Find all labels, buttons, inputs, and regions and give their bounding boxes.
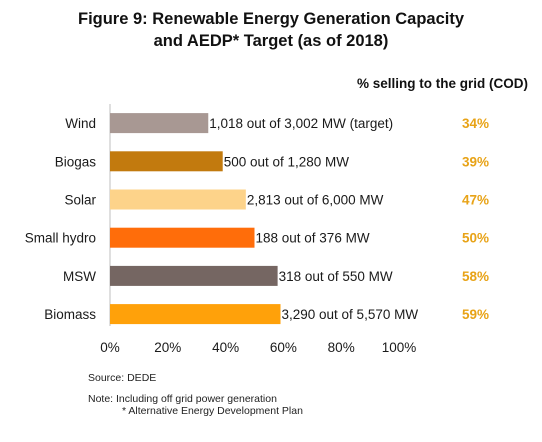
x-tick-label: 60% <box>270 340 297 355</box>
pct-selling-label: 47% <box>462 193 489 208</box>
chart-title-line-1: Figure 9: Renewable Energy Generation Ca… <box>77 10 465 28</box>
data-label: 318 out of 550 MW <box>279 269 393 284</box>
bar <box>110 304 281 325</box>
source-note: Source: DEDE <box>88 372 157 384</box>
category-label: Biomass <box>44 307 96 322</box>
chart-notes: Source: DEDE Note: Including off grid po… <box>88 372 303 418</box>
x-tick-label: 40% <box>212 340 239 355</box>
category-label: Small hydro <box>25 231 96 246</box>
pct-selling-label: 58% <box>462 269 489 284</box>
bar <box>110 227 255 248</box>
category-label: Wind <box>65 116 96 131</box>
data-label: 2,813 out of 6,000 MW <box>247 193 384 208</box>
category-label: Solar <box>64 193 96 208</box>
bar <box>110 189 246 210</box>
bar <box>110 151 223 172</box>
note-text: Note: Including off grid power generatio… <box>88 392 277 405</box>
data-label: 3,290 out of 5,570 MW <box>282 307 419 322</box>
bar <box>110 265 278 286</box>
pct-selling-label: 59% <box>462 307 489 322</box>
category-label: Biogas <box>55 154 97 169</box>
chart-title: Figure 9: Renewable Energy Generation Ca… <box>0 8 542 52</box>
x-tick-label: 100% <box>382 340 417 355</box>
pct-selling-label: 34% <box>462 116 489 131</box>
pct-selling-label: 50% <box>462 231 489 246</box>
category-label: MSW <box>63 269 96 284</box>
x-tick-label: 0% <box>100 340 120 355</box>
x-tick-label: 80% <box>328 340 355 355</box>
data-label: 188 out of 376 MW <box>256 231 370 246</box>
bar <box>110 113 209 134</box>
grid-selling-header: % selling to the grid (COD) <box>357 76 528 91</box>
x-tick-label: 20% <box>154 340 181 355</box>
chart-title-line-2: and AEDP* Target (as of 2018) <box>153 32 389 50</box>
footnote-text: * Alternative Energy Development Plan <box>122 405 303 417</box>
data-label: 500 out of 1,280 MW <box>224 154 350 169</box>
pct-selling-label: 39% <box>462 154 489 169</box>
data-label: 1,018 out of 3,002 MW (target) <box>209 116 393 131</box>
